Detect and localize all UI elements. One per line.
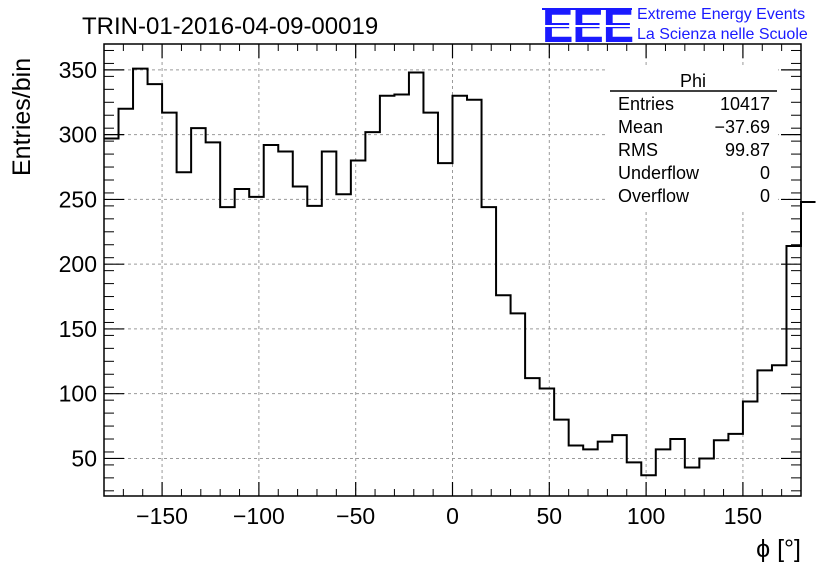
y-axis-label: Entries/bin (8, 58, 36, 176)
stats-row-label: RMS (618, 140, 658, 160)
y-tick-label: 150 (59, 316, 97, 342)
y-tick-label: 350 (59, 57, 97, 83)
y-tick-label: 50 (71, 445, 97, 471)
chart-title: TRIN-01-2016-04-09-00019 (82, 13, 378, 40)
x-tick-label: −100 (233, 503, 285, 529)
logo-line2: La Scienza nelle Scuole (637, 26, 808, 43)
x-tick-label: −150 (136, 503, 188, 529)
eee-logo: EEE Extreme Energy Events La Scienza nel… (542, 0, 808, 52)
stats-row-value: −37.69 (714, 117, 770, 137)
y-tick-label: 100 (59, 381, 97, 407)
x-tick-label: 150 (724, 503, 762, 529)
tick-labels: −150 −100 −50 0 50 100 150 50 100 150 200 250 300 350 (59, 57, 762, 529)
stats-row-value: 0 (760, 163, 770, 183)
logo-line1: Extreme Energy Events (637, 6, 805, 23)
stats-row-value: 0 (760, 186, 770, 206)
y-tick-label: 300 (59, 122, 97, 148)
y-tick-label: 200 (59, 251, 97, 277)
x-tick-label: 50 (537, 503, 563, 529)
stats-box: Phi Entries 10417 Mean −37.69 RMS 99.87 Underf… (606, 68, 778, 210)
x-tick-label: 100 (627, 503, 665, 529)
stats-row-label: Overflow (618, 186, 690, 206)
x-tick-label: −50 (336, 503, 375, 529)
stats-row-label: Mean (618, 117, 663, 137)
stats-row-label: Underflow (618, 163, 700, 183)
x-axis-label: ϕ [°] (756, 535, 801, 563)
y-tick-label: 250 (59, 186, 97, 212)
axis-ticks (103, 44, 802, 496)
x-tick-label: 0 (446, 503, 459, 529)
stats-row-value: 99.87 (725, 140, 770, 160)
stats-title: Phi (680, 71, 706, 91)
stats-row-value: 10417 (720, 94, 770, 114)
histogram-line (104, 67, 816, 477)
stats-row-label: Entries (618, 94, 674, 114)
